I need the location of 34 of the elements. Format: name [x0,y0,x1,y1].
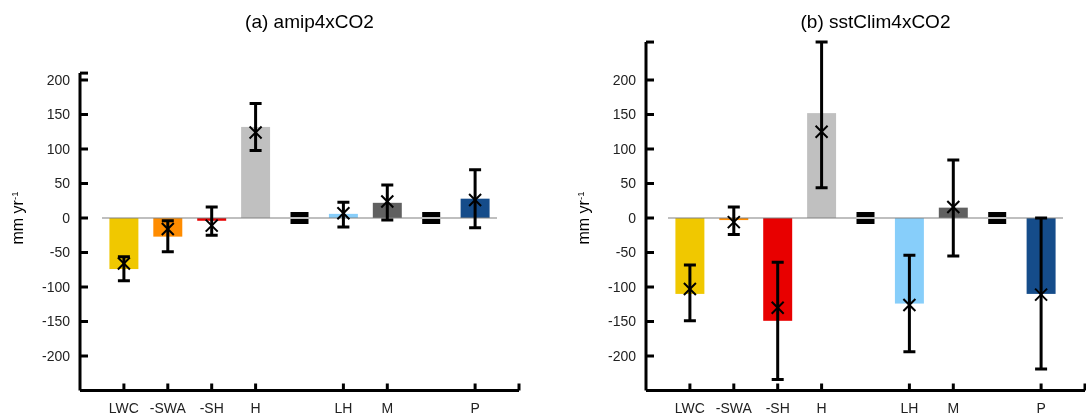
y-tick-label: 50 [54,175,71,192]
x-tick-label: -SH [765,399,790,416]
x-tick-label: LH [900,399,919,416]
x-tick-label: -SWA [715,399,753,416]
y-tick-label: 200 [46,71,71,88]
y-tick-label: -200 [41,347,71,364]
y-tick-label: 0 [628,209,637,226]
y-tick-label: 100 [612,140,637,157]
x-tick-label: -SH [199,399,224,416]
y-tick-label: -100 [607,278,637,295]
x-tick-label: -SWA [149,399,187,416]
x-tick-label: H [816,399,827,416]
chart-title: (b) sstClim4xCO2 [800,11,951,32]
y-tick-label: 0 [62,209,71,226]
x-tick-label: P [1036,399,1046,416]
x-tick-label: M [947,399,960,416]
y-tick-label: 150 [46,106,71,123]
y-tick-label: -150 [41,313,71,330]
y-tick-label: -50 [615,244,637,261]
y-tick-label: 50 [620,175,637,192]
x-tick-label: LWC [674,399,705,416]
y-tick-label: -150 [607,313,637,330]
y-tick-label: -100 [41,278,71,295]
x-tick-label: P [470,399,480,416]
chart-title: (a) amip4xCO2 [245,11,374,32]
x-tick-label: LWC [108,399,139,416]
y-tick-label: 150 [612,106,637,123]
y-tick-label: 100 [46,140,71,157]
x-tick-label: H [250,399,261,416]
x-tick-label: M [381,399,394,416]
y-tick-label: -50 [49,244,71,261]
x-tick-label: LH [334,399,353,416]
y-tick-label: 200 [612,71,637,88]
y-tick-label: -200 [607,347,637,364]
